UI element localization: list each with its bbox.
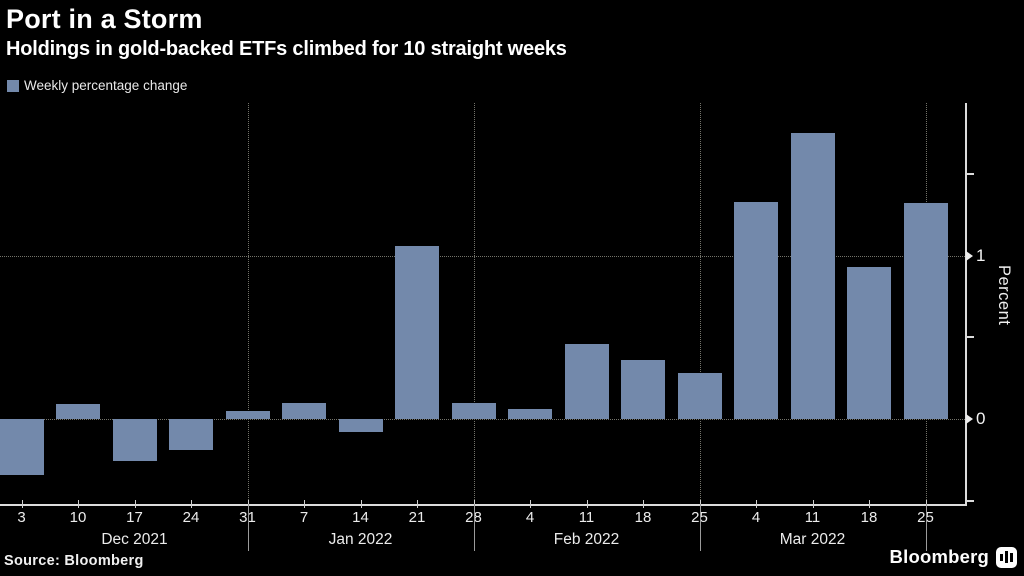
month-separator-dec-2021 — [247, 504, 249, 551]
week-tick-feb-4 — [530, 500, 531, 508]
gridline-y-1 — [0, 255, 965, 257]
y-axis-title: Percent — [995, 265, 1013, 326]
bar-feb-18 — [621, 360, 665, 419]
week-tick-mar-4 — [756, 500, 757, 508]
week-tick-dec-17 — [134, 500, 136, 508]
bar-mar-11 — [790, 133, 835, 419]
bar-jan-14 — [338, 419, 383, 433]
week-tick-jan-14 — [360, 500, 362, 508]
y-tick-arrow-0 — [966, 414, 973, 424]
week-tick-dec-10 — [78, 500, 79, 508]
page-subtitle: Holdings in gold-backed ETFs climbed for… — [6, 38, 567, 60]
month-separator-feb-2022 — [699, 504, 701, 551]
week-label-jan-21: 21 — [408, 509, 426, 526]
month-separator-mar-2022 — [925, 504, 927, 551]
month-label-dec-2021: Dec 2021 — [101, 531, 168, 548]
bar-mar-18 — [847, 267, 891, 419]
week-tick-jan-7 — [304, 500, 305, 508]
week-tick-dec-3 — [21, 500, 23, 508]
y-tick-arrow-1 — [966, 250, 973, 261]
bar-jan-7 — [282, 402, 326, 419]
month-separator-jan-2022 — [473, 504, 475, 551]
y-tick-minor-0.5 — [965, 336, 974, 339]
y-tick-minor--0.5 — [965, 499, 974, 502]
legend-swatch-icon — [7, 79, 19, 92]
week-label-dec-3: 3 — [17, 509, 26, 526]
week-label-mar-18: 18 — [860, 509, 878, 526]
page-title: Port in a Storm — [6, 4, 203, 34]
y-tick-minor-1.5 — [965, 173, 974, 176]
source-text: Source: Bloomberg — [4, 553, 144, 569]
week-label-feb-11: 11 — [578, 509, 595, 526]
month-gridline-jan-2022 — [473, 103, 475, 504]
month-gridline-dec-2021 — [247, 103, 249, 504]
y-axis-line — [965, 103, 967, 506]
bar-dec-24 — [169, 419, 213, 451]
bloomberg-logo: Bloomberg — [890, 546, 1017, 568]
week-tick-feb-18 — [643, 500, 644, 508]
month-label-feb-2022: Feb 2022 — [553, 531, 620, 548]
week-label-feb-4: 4 — [525, 509, 535, 526]
bar-dec-31 — [225, 410, 270, 419]
bar-jan-28 — [451, 402, 496, 419]
month-label-mar-2022: Mar 2022 — [779, 531, 846, 548]
gridline-y-0 — [0, 419, 965, 420]
month-gridline-feb-2022 — [699, 103, 701, 504]
bar-feb-25 — [677, 373, 722, 419]
week-tick-mar-18 — [869, 500, 870, 508]
legend: Weekly percentage change — [7, 78, 187, 93]
week-label-dec-17: 17 — [126, 509, 143, 526]
week-label-dec-10: 10 — [69, 509, 87, 526]
week-label-jan-14: 14 — [352, 509, 369, 526]
week-tick-jan-21 — [417, 500, 418, 508]
x-axis-line — [0, 504, 967, 506]
bar-mar-25 — [903, 203, 948, 419]
y-tick-label-0: 0 — [976, 409, 986, 428]
week-label-mar-11: 11 — [804, 509, 821, 526]
bar-mar-4 — [734, 201, 778, 419]
week-tick-dec-24 — [191, 500, 192, 508]
legend-label: Weekly percentage change — [24, 78, 188, 93]
bloomberg-logo-text: Bloomberg — [889, 546, 989, 567]
month-label-jan-2022: Jan 2022 — [328, 531, 393, 548]
bar-dec-10 — [56, 404, 100, 419]
y-tick-label-1: 1 — [976, 245, 986, 265]
bar-feb-4 — [508, 409, 552, 419]
bar-dec-17 — [112, 419, 157, 462]
bar-dec-3 — [0, 419, 44, 475]
bar-feb-11 — [564, 343, 609, 419]
week-label-mar-4: 4 — [751, 509, 761, 526]
bloomberg-terminal-icon — [996, 546, 1017, 568]
week-label-jan-7: 7 — [299, 509, 309, 526]
week-tick-feb-11 — [586, 500, 588, 508]
bar-jan-21 — [395, 245, 439, 419]
week-tick-mar-11 — [812, 500, 814, 508]
week-label-dec-24: 24 — [182, 509, 200, 526]
week-label-feb-18: 18 — [634, 509, 652, 526]
